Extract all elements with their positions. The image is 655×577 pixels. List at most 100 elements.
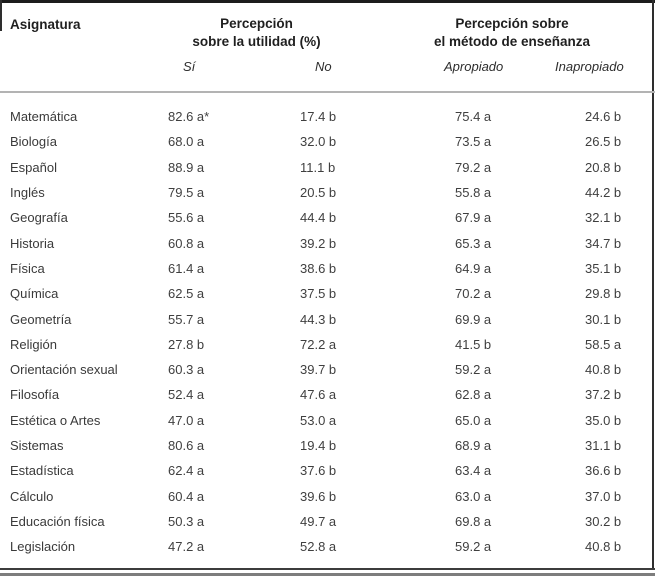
table-row: Estética o Artes 47.0 a 53.0 a 65.0 a 35… <box>0 408 655 433</box>
si-value-cell: 88.9 a <box>168 159 205 175</box>
apropiado-value-cell: 68.9 a <box>455 438 492 453</box>
inapropiado-value-cell: 29.8 b <box>585 286 622 302</box>
apropiado-value-cell: 55.8 a <box>455 185 492 201</box>
si-value-cell: 60.4 a <box>168 488 205 504</box>
subject-cell: Cálculo <box>10 488 54 504</box>
table-body: Matemática 82.6 a* 17.4 b 75.4 a 24.6 b … <box>0 104 655 559</box>
apropiado-value-cell: 79.2 a <box>455 159 492 175</box>
si-value-cell: 79.5 a <box>168 185 205 201</box>
no-value-cell: 39.6 b <box>300 488 337 504</box>
subject-cell: Historia <box>10 235 55 251</box>
inapropiado-value-cell: 32.1 b <box>585 210 622 226</box>
table-row: Orientación sexual 60.3 a 39.7 b 59.2 a … <box>0 357 655 382</box>
subject-cell: Estadística <box>10 463 74 479</box>
apropiado-value-cell: 67.9 a <box>455 210 492 226</box>
left-edge-rule <box>0 0 2 31</box>
inapropiado-value-cell: 36.6 b <box>585 463 622 479</box>
no-value-cell: 53.0 a <box>300 412 337 428</box>
apropiado-value-cell: 63.0 a <box>455 488 492 504</box>
subject-cell: Español <box>10 159 57 175</box>
subheader-inapropiado: Inapropiado <box>555 59 624 74</box>
right-edge-rule <box>652 0 654 570</box>
si-value-cell: 62.4 a <box>168 463 205 479</box>
inapropiado-value-cell: 35.1 b <box>585 260 622 276</box>
apropiado-value-cell: 73.5 a <box>455 134 492 150</box>
apropiado-value-cell: 64.9 a <box>455 260 492 276</box>
subject-cell: Inglés <box>10 185 45 201</box>
no-value-cell: 32.0 b <box>300 134 337 150</box>
apropiado-value-cell: 69.8 a <box>455 513 492 529</box>
inapropiado-value-cell: 44.2 b <box>585 185 622 201</box>
no-value-cell: 44.3 b <box>300 311 337 327</box>
inapropiado-value-cell: 26.5 b <box>585 134 622 150</box>
subject-cell: Religión <box>10 336 57 352</box>
si-value-cell: 50.3 a <box>168 513 205 529</box>
subject-cell: Educación física <box>10 513 105 529</box>
subheader-apropiado: Apropiado <box>444 59 504 74</box>
apropiado-value-cell: 75.4 a <box>455 109 492 125</box>
subject-cell: Geografía <box>10 210 68 226</box>
apropiado-value-cell: 70.2 a <box>455 286 492 302</box>
inapropiado-value-cell: 40.8 b <box>585 362 622 378</box>
si-value-cell: 82.6 a* <box>168 109 210 125</box>
si-value-cell: 47.2 a <box>168 539 205 555</box>
table-row: Cálculo 60.4 a 39.6 b 63.0 a 37.0 b <box>0 483 655 508</box>
si-value-cell: 60.3 a <box>168 362 205 378</box>
subject-cell: Filosofía <box>10 387 60 403</box>
top-rule <box>0 0 655 3</box>
subject-cell: Química <box>10 286 59 302</box>
table-row: Matemática 82.6 a* 17.4 b 75.4 a 24.6 b <box>0 104 655 129</box>
si-value-cell: 47.0 a <box>168 412 205 428</box>
table-row: Educación física 50.3 a 49.7 a 69.8 a 30… <box>0 509 655 534</box>
no-value-cell: 19.4 b <box>300 438 337 453</box>
si-value-cell: 55.6 a <box>168 210 205 226</box>
si-value-cell: 52.4 a <box>168 387 205 403</box>
column-group-method: Percepción sobre el método de enseñanza <box>412 15 612 51</box>
subject-cell: Física <box>10 260 45 276</box>
si-value-cell: 55.7 a <box>168 311 205 327</box>
no-value-cell: 20.5 b <box>300 185 337 201</box>
header-separator-rule <box>0 91 655 93</box>
inapropiado-value-cell: 31.1 b <box>585 438 622 453</box>
table-row: Geometría 55.7 a 44.3 b 69.9 a 30.1 b <box>0 306 655 331</box>
inapropiado-value-cell: 20.8 b <box>585 159 622 175</box>
si-value-cell: 80.6 a <box>168 438 205 453</box>
column-header-subject: Asignatura <box>10 17 81 32</box>
subject-cell: Matemática <box>10 109 78 125</box>
no-value-cell: 47.6 a <box>300 387 337 403</box>
subject-cell: Sistemas <box>10 438 64 453</box>
no-value-cell: 72.2 a <box>300 336 337 352</box>
inapropiado-value-cell: 35.0 b <box>585 412 622 428</box>
table-row: Estadística 62.4 a 37.6 b 63.4 a 36.6 b <box>0 458 655 483</box>
table-row: Legislación 47.2 a 52.8 a 59.2 a 40.8 b <box>0 534 655 559</box>
inapropiado-value-cell: 24.6 b <box>585 109 622 125</box>
si-value-cell: 60.8 a <box>168 235 205 251</box>
table-row: Biología 68.0 a 32.0 b 73.5 a 26.5 b <box>0 129 655 154</box>
no-value-cell: 37.5 b <box>300 286 337 302</box>
apropiado-value-cell: 59.2 a <box>455 362 492 378</box>
column-group-utility-line1: Percepción <box>220 16 293 31</box>
column-group-utility-line2: sobre la utilidad (%) <box>192 34 321 49</box>
no-value-cell: 11.1 b <box>300 159 336 175</box>
subject-cell: Biología <box>10 134 57 150</box>
inapropiado-value-cell: 37.0 b <box>585 488 622 504</box>
no-value-cell: 17.4 b <box>300 109 337 125</box>
inapropiado-value-cell: 30.2 b <box>585 513 622 529</box>
column-group-method-line2: el método de enseñanza <box>433 34 591 49</box>
subject-cell: Estética o Artes <box>10 412 101 428</box>
table-row: Química 62.5 a 37.5 b 70.2 a 29.8 b <box>0 281 655 306</box>
subheader-no: No <box>315 59 332 74</box>
table-row: Física 61.4 a 38.6 b 64.9 a 35.1 b <box>0 256 655 281</box>
inapropiado-value-cell: 58.5 a <box>585 336 622 352</box>
table-row: Historia 60.8 a 39.2 b 65.3 a 34.7 b <box>0 230 655 255</box>
bottom-thick-rule <box>0 573 655 576</box>
si-value-cell: 27.8 b <box>168 336 205 352</box>
no-value-cell: 37.6 b <box>300 463 337 479</box>
no-value-cell: 39.2 b <box>300 235 337 251</box>
apropiado-value-cell: 62.8 a <box>455 387 492 403</box>
inapropiado-value-cell: 30.1 b <box>585 311 622 327</box>
si-value-cell: 61.4 a <box>168 260 205 276</box>
no-value-cell: 49.7 a <box>300 513 337 529</box>
table-row: Filosofía 52.4 a 47.6 a 62.8 a 37.2 b <box>0 382 655 407</box>
table-row: Inglés 79.5 a 20.5 b 55.8 a 44.2 b <box>0 180 655 205</box>
